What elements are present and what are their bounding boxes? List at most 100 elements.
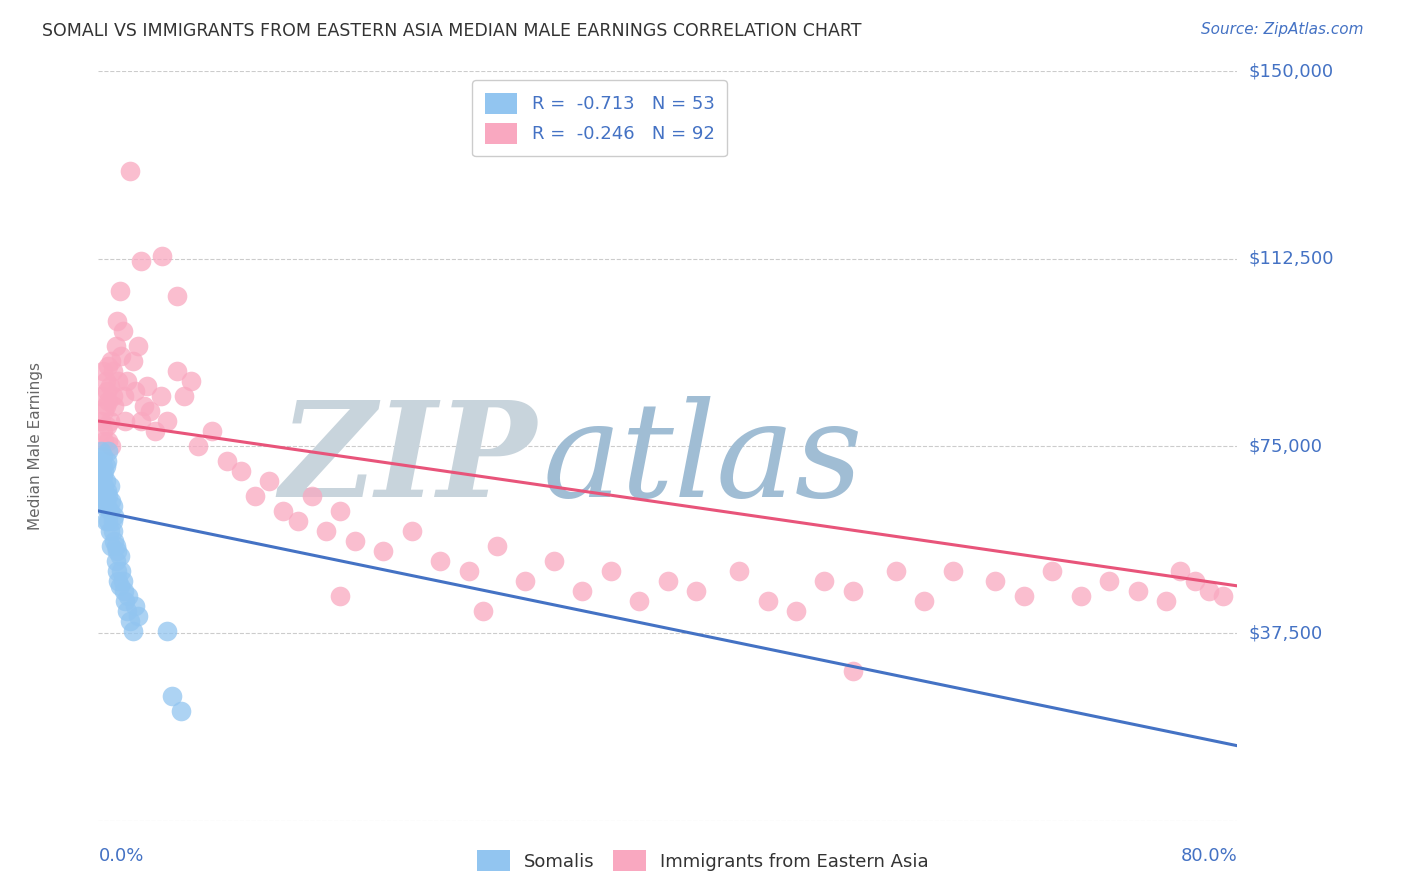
Point	[100, 539, 122, 553]
Point	[98, 414, 121, 428]
Point	[842, 664, 865, 678]
Point	[135, 379, 157, 393]
Point	[515, 574, 537, 588]
Text: Median Male Earnings: Median Male Earnings	[28, 362, 44, 530]
Point	[162, 689, 184, 703]
Point	[93, 404, 115, 418]
Point	[107, 374, 129, 388]
Point	[471, 604, 494, 618]
Text: 0.0%: 0.0%	[98, 847, 143, 865]
Point	[486, 539, 509, 553]
Point	[111, 574, 134, 588]
Text: atlas: atlas	[543, 396, 863, 525]
Point	[114, 414, 136, 428]
Point	[984, 574, 1007, 588]
Point	[1040, 564, 1063, 578]
Point	[97, 514, 120, 528]
Point	[101, 499, 124, 513]
Point	[118, 614, 141, 628]
Point	[942, 564, 965, 578]
Point	[201, 424, 224, 438]
Point	[104, 539, 127, 553]
Point	[91, 364, 114, 378]
Text: ZIP: ZIP	[280, 396, 537, 525]
Point	[287, 514, 309, 528]
Point	[813, 574, 835, 588]
Point	[96, 499, 118, 513]
Point	[138, 404, 160, 418]
Point	[259, 474, 281, 488]
Point	[429, 554, 451, 568]
Point	[98, 524, 121, 538]
Point	[94, 458, 117, 473]
Legend: R =  -0.713   N = 53, R =  -0.246   N = 92: R = -0.713 N = 53, R = -0.246 N = 92	[472, 80, 727, 156]
Point	[104, 339, 127, 353]
Point	[91, 458, 114, 473]
Point	[728, 564, 751, 578]
Point	[94, 399, 117, 413]
Point	[170, 704, 193, 718]
Point	[90, 464, 112, 478]
Point	[94, 514, 117, 528]
Point	[89, 454, 111, 468]
Point	[1212, 589, 1234, 603]
Point	[108, 284, 131, 298]
Text: SOMALI VS IMMIGRANTS FROM EASTERN ASIA MEDIAN MALE EARNINGS CORRELATION CHART: SOMALI VS IMMIGRANTS FROM EASTERN ASIA M…	[42, 22, 862, 40]
Point	[785, 604, 807, 618]
Point	[103, 508, 125, 523]
Point	[121, 354, 143, 368]
Point	[373, 544, 395, 558]
Point	[90, 414, 112, 428]
Legend: Somalis, Immigrants from Eastern Asia: Somalis, Immigrants from Eastern Asia	[470, 843, 936, 879]
Point	[93, 464, 115, 478]
Point	[1126, 583, 1149, 598]
Point	[150, 389, 173, 403]
Point	[145, 424, 167, 438]
Point	[103, 533, 125, 548]
Point	[180, 374, 202, 388]
Point	[685, 583, 707, 598]
Point	[94, 474, 117, 488]
Point	[90, 444, 112, 458]
Point	[1098, 574, 1121, 588]
Point	[1170, 564, 1192, 578]
Point	[103, 399, 125, 413]
Point	[96, 384, 118, 398]
Point	[329, 504, 352, 518]
Point	[110, 349, 132, 363]
Point	[105, 314, 128, 328]
Point	[108, 579, 131, 593]
Point	[912, 594, 935, 608]
Point	[101, 389, 124, 403]
Point	[101, 364, 124, 378]
Point	[89, 489, 111, 503]
Point	[129, 254, 152, 268]
Point	[97, 359, 120, 373]
Point	[97, 434, 120, 448]
Text: $75,000: $75,000	[1249, 437, 1323, 455]
Point	[600, 564, 623, 578]
Text: $37,500: $37,500	[1249, 624, 1323, 642]
Point	[97, 444, 120, 458]
Point	[111, 324, 134, 338]
Point	[93, 499, 115, 513]
Point	[121, 624, 143, 638]
Point	[229, 464, 252, 478]
Point	[90, 389, 112, 403]
Point	[94, 489, 117, 503]
Point	[100, 494, 122, 508]
Point	[1154, 594, 1177, 608]
Point	[117, 589, 139, 603]
Point	[93, 434, 115, 448]
Point	[215, 454, 238, 468]
Point	[91, 483, 114, 498]
Point	[112, 583, 135, 598]
Point	[107, 574, 129, 588]
Point	[108, 549, 131, 563]
Point	[1198, 583, 1220, 598]
Point	[115, 374, 138, 388]
Point	[114, 594, 136, 608]
Point	[1184, 574, 1206, 588]
Point	[315, 524, 337, 538]
Point	[100, 354, 122, 368]
